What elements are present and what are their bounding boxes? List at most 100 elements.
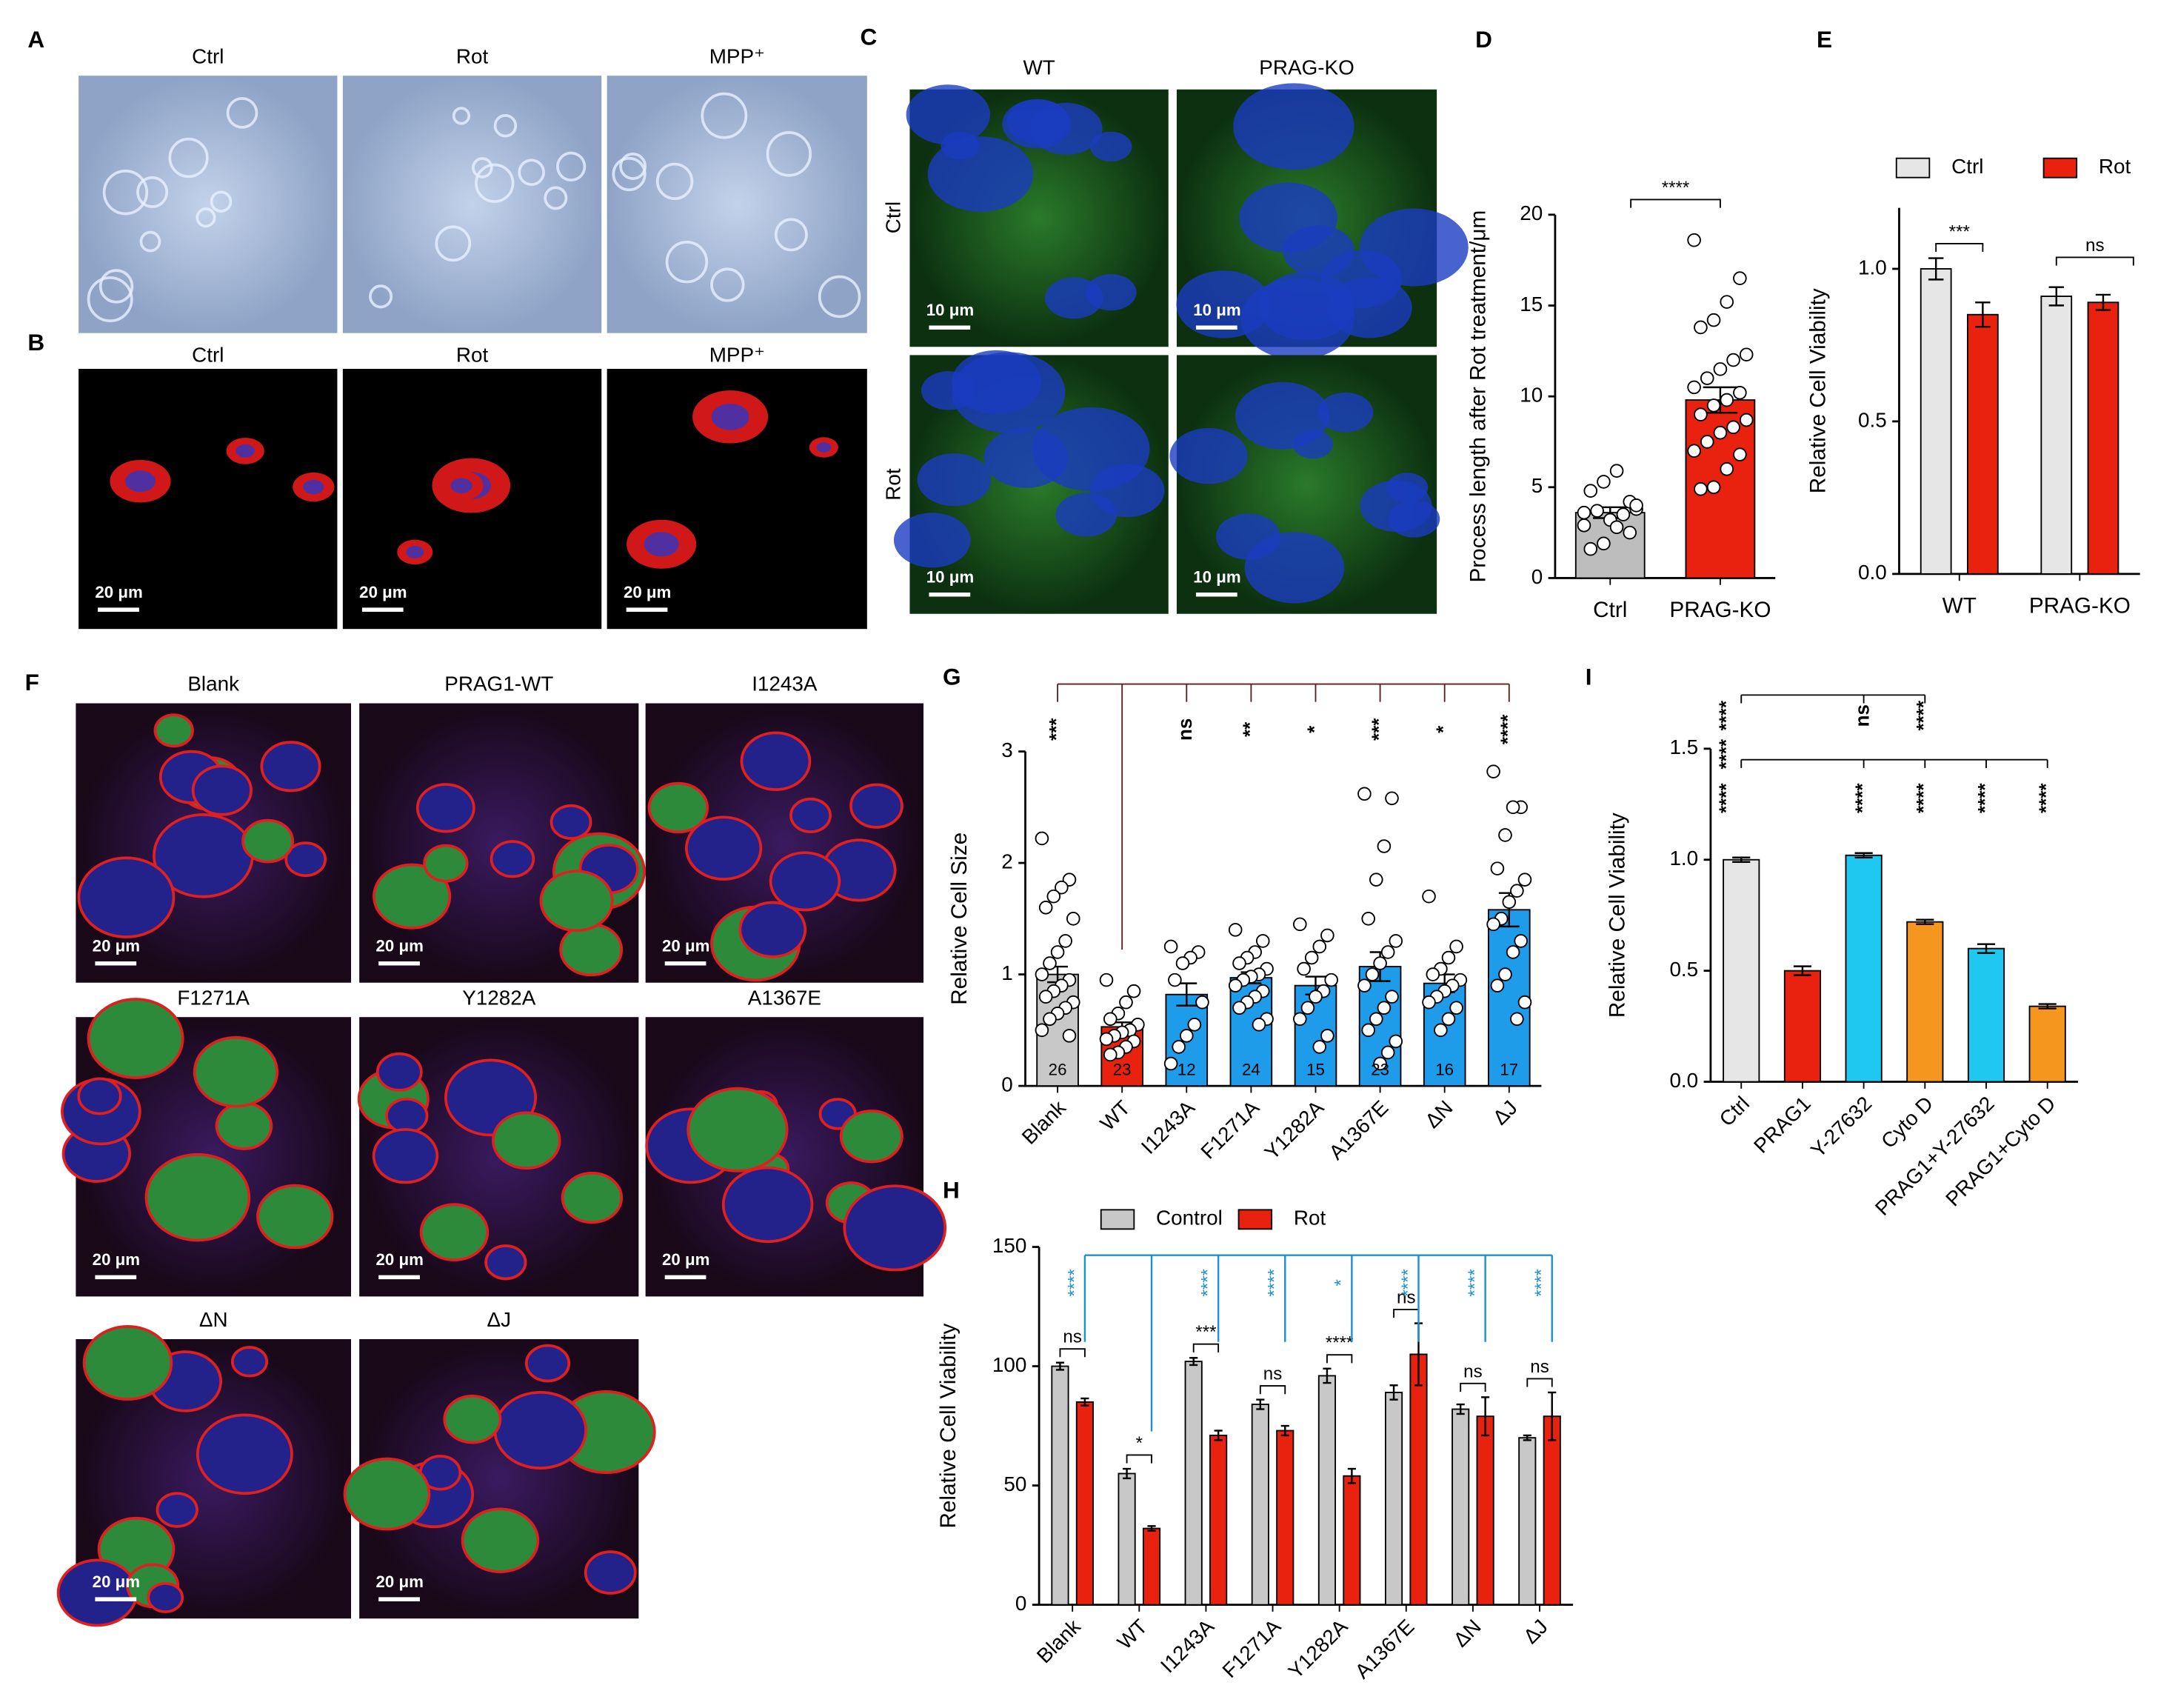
significance-label: **** <box>1715 783 1737 813</box>
cell <box>769 851 841 912</box>
data-point <box>1385 791 1399 806</box>
bar <box>1075 1401 1094 1606</box>
data-point <box>1517 995 1532 1010</box>
x-tick-label: WT <box>1096 1096 1135 1135</box>
data-point <box>1228 923 1243 937</box>
micrograph: 20 μm <box>357 1017 639 1297</box>
image-title: MPP⁺ <box>709 344 765 367</box>
column-title: PRAG-KO <box>1259 56 1354 79</box>
scale-bar-label: 20 μm <box>93 1572 140 1591</box>
data-point <box>1726 353 1740 367</box>
cell <box>98 269 134 304</box>
significance-label: *** <box>1949 221 1971 241</box>
data-point <box>1490 978 1505 993</box>
x-tick-label: ΔN <box>1420 1096 1457 1132</box>
cell <box>493 114 518 138</box>
legend-label: Rot <box>1294 1207 1326 1230</box>
significance-label: *** <box>1195 1322 1217 1342</box>
x-tick-label: Ctrl <box>1593 598 1627 622</box>
data-point <box>1380 945 1395 959</box>
data-point <box>1441 1012 1456 1027</box>
cell <box>423 844 469 883</box>
column-title: WT <box>1023 56 1055 79</box>
data-point <box>1694 320 1708 335</box>
data-point <box>1099 973 1114 987</box>
data-point <box>1320 928 1334 943</box>
significance-label: * <box>1136 1433 1143 1453</box>
image-title: Ctrl <box>192 344 224 367</box>
significance-bracket <box>1059 1348 1086 1358</box>
data-point <box>1687 233 1701 247</box>
nucleus <box>450 478 472 493</box>
y-tick-label: 10 <box>1520 384 1543 407</box>
bar <box>1276 1430 1295 1606</box>
micrograph: 10 μm <box>893 350 1169 614</box>
x-tick-label: ΔN <box>1449 1615 1485 1651</box>
data-point <box>1297 961 1311 976</box>
data-point <box>1373 956 1387 970</box>
significance-label: ns <box>2085 236 2105 256</box>
data-point <box>1577 505 1591 520</box>
bar <box>2028 1005 2066 1083</box>
data-point <box>1126 984 1141 998</box>
cell <box>168 137 209 179</box>
cell <box>701 92 748 139</box>
significance-label: ns <box>1530 1357 1549 1377</box>
cell <box>524 1344 571 1383</box>
data-point <box>1035 831 1049 846</box>
panel-letter: A <box>27 26 44 53</box>
data-point <box>1498 828 1512 842</box>
cell <box>230 1346 269 1378</box>
cell <box>443 1394 502 1444</box>
cell <box>193 1035 279 1108</box>
cell <box>544 186 568 210</box>
data-point <box>1320 1029 1334 1043</box>
bar <box>1409 1353 1428 1606</box>
data-point <box>1706 480 1721 495</box>
panel-letter: H <box>943 1177 960 1204</box>
bar <box>1051 1365 1069 1606</box>
bar <box>1920 268 1952 575</box>
cell <box>766 131 812 177</box>
significance-bracket <box>1935 242 1984 253</box>
cell <box>77 1077 122 1115</box>
cell <box>196 1413 293 1495</box>
data-point <box>1373 1056 1387 1071</box>
bar <box>1967 947 2005 1083</box>
nucleus <box>917 453 992 507</box>
significance-label: **** <box>1398 1268 1418 1296</box>
n-label: 24 <box>1242 1061 1260 1079</box>
cell <box>210 190 233 213</box>
cell <box>619 153 647 180</box>
data-point <box>1380 1045 1395 1060</box>
significance-label: *** <box>1367 718 1389 741</box>
nucleus <box>644 532 679 557</box>
cell <box>82 1325 173 1401</box>
cell <box>612 156 647 192</box>
panel-letter: B <box>27 329 44 356</box>
cell <box>461 1507 540 1573</box>
bar <box>1317 1375 1337 1606</box>
data-point <box>1252 1018 1266 1032</box>
significance-label: ** <box>1238 721 1260 737</box>
cell <box>490 840 535 878</box>
micrograph: 10 μm <box>906 84 1169 347</box>
bar <box>1343 1475 1361 1606</box>
data-point <box>1706 398 1721 413</box>
data-point <box>1726 420 1740 435</box>
panel-letter: C <box>861 23 878 50</box>
cell <box>56 1558 138 1627</box>
significance-label: * <box>1432 725 1454 733</box>
data-point <box>1369 873 1383 887</box>
data-point <box>1389 1034 1403 1049</box>
significance-label: ns <box>1463 1361 1483 1381</box>
image-title: A1367E <box>748 986 821 1009</box>
cell <box>687 1087 789 1172</box>
data-point <box>1449 1001 1463 1015</box>
significance-label: * <box>1332 1279 1352 1287</box>
significance-bracket <box>1326 1354 1353 1364</box>
data-point <box>1629 498 1643 513</box>
data-point <box>1304 950 1319 965</box>
scale-bar-label: 20 μm <box>359 583 407 601</box>
